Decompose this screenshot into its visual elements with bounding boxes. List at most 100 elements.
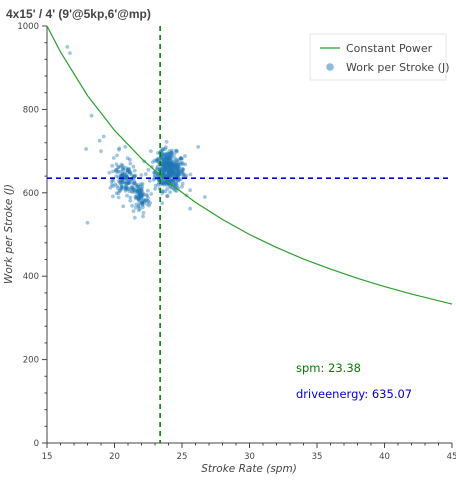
scatter-point [165, 151, 170, 156]
scatter-point [121, 180, 125, 184]
scatter-point [155, 158, 159, 163]
scatter-point [139, 194, 144, 198]
scatter-point [124, 184, 128, 189]
scatter-point [145, 202, 150, 207]
scatter-point [123, 166, 128, 170]
scatter-point [141, 197, 146, 202]
scatter-point [154, 159, 159, 164]
scatter-point [167, 164, 171, 169]
scatter-point [123, 145, 128, 149]
scatter-point [147, 179, 152, 183]
scatter-point [136, 198, 141, 203]
scatter-point [166, 161, 171, 166]
scatter-point [176, 173, 181, 178]
scatter-point [178, 156, 183, 161]
scatter-point [166, 169, 171, 173]
scatter-point [101, 134, 106, 139]
scatter-point [111, 169, 115, 174]
scatter-point [168, 157, 173, 162]
scatter-point [137, 196, 142, 201]
scatter-point [140, 203, 145, 207]
scatter-point [164, 154, 169, 159]
scatter-point [152, 158, 157, 163]
scatter-point [120, 178, 125, 183]
scatter-point [138, 184, 142, 189]
scatter-point [116, 169, 121, 174]
scatter-point [163, 165, 168, 170]
scatter-point [161, 160, 166, 165]
scatter-point [171, 178, 176, 183]
scatter-point [170, 178, 175, 183]
scatter-point [182, 172, 186, 176]
scatter-point [140, 184, 145, 189]
scatter-point [138, 191, 143, 196]
scatter-point [123, 185, 128, 190]
scatter-point [147, 203, 152, 208]
scatter-point [168, 166, 173, 171]
scatter-point [164, 179, 169, 184]
scatter-point [172, 167, 177, 172]
scatter-point [168, 172, 173, 177]
scatter-point [168, 161, 173, 166]
scatter-point [118, 181, 123, 186]
scatter-point [175, 149, 179, 154]
scatter-point [119, 162, 124, 167]
scatter-point [119, 185, 124, 189]
scatter-point [167, 162, 172, 166]
scatter-point [179, 156, 184, 161]
scatter-point [163, 173, 168, 178]
x-tick-label: 45 [447, 452, 456, 462]
scatter-point [172, 164, 177, 168]
scatter-point [124, 187, 128, 192]
scatter-point [169, 166, 173, 171]
scatter-point [131, 164, 136, 169]
scatter-point [166, 171, 171, 176]
scatter-point [136, 204, 141, 208]
scatter-point [178, 161, 183, 166]
scatter-point [171, 187, 176, 191]
constant-power-curve [46, 25, 453, 305]
scatter-point [124, 175, 129, 180]
scatter-point [166, 151, 171, 156]
scatter-point [163, 152, 168, 157]
scatter-point [130, 184, 135, 189]
scatter-point [176, 172, 180, 177]
scatter-point [169, 164, 173, 168]
scatter-point [120, 186, 124, 191]
scatter-point [175, 172, 180, 177]
scatter-point [124, 186, 129, 191]
scatter-point [180, 167, 185, 172]
scatter-point [170, 163, 175, 168]
scatter-point [164, 168, 169, 173]
scatter-point [140, 193, 145, 198]
scatter-point [165, 187, 170, 191]
scatter-point [162, 167, 167, 172]
scatter-point [164, 156, 169, 161]
scatter-point [171, 170, 176, 175]
scatter-point [174, 189, 179, 193]
scatter-point [165, 152, 170, 157]
scatter-point [115, 153, 119, 158]
scatter-point [140, 201, 145, 206]
scatter-point [169, 150, 174, 155]
scatter-point [167, 164, 172, 169]
scatter-point [124, 181, 129, 186]
scatter-point [174, 181, 179, 186]
scatter-point [176, 170, 181, 175]
scatter-point [109, 182, 114, 187]
scatter-point [116, 179, 121, 184]
scatter-point [131, 181, 136, 186]
scatter-point [181, 167, 185, 171]
scatter-point [162, 161, 167, 166]
scatter-point [140, 202, 145, 207]
scatter-point [164, 157, 169, 162]
scatter-point [128, 171, 133, 176]
scatter-point [132, 168, 137, 173]
scatter-point [123, 180, 127, 185]
scatter-point [134, 184, 139, 189]
scatter-point [168, 172, 173, 176]
scatter-point [161, 166, 166, 171]
scatter-point [132, 215, 137, 220]
scatter-point [162, 182, 166, 187]
scatter-point [114, 167, 118, 172]
